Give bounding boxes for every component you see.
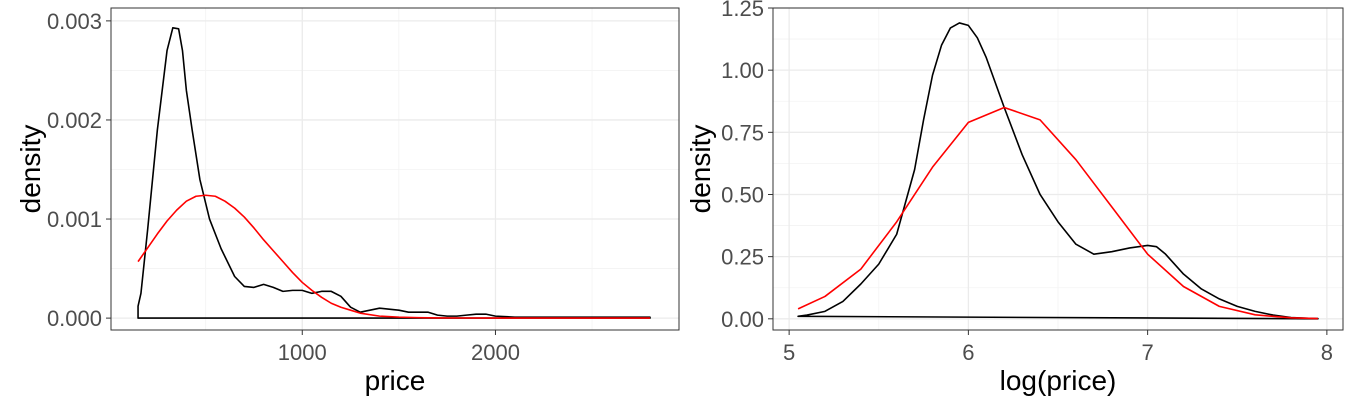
chart-panel-2: 5 6 7 8 0.00 0.25 0.50 0.75 1.00 1.25 log(price) de… <box>685 0 1344 396</box>
x-tick-label: 1000 <box>278 340 327 365</box>
x-tick-label: 5 <box>783 340 795 365</box>
panel-border <box>110 7 680 331</box>
x-tick-label: 8 <box>1321 340 1333 365</box>
y-tick-label: 0.50 <box>721 182 764 207</box>
series-line-2 <box>137 194 651 319</box>
series-line-1 <box>137 27 651 319</box>
y-tick-label: 0.75 <box>721 120 764 145</box>
x-axis-title: price <box>365 365 426 396</box>
y-tick-label: 0.001 <box>47 207 102 232</box>
y-tick-label: 0.000 <box>47 306 102 331</box>
y-tick-label: 0.002 <box>47 108 102 133</box>
y-axis-title: density <box>685 125 716 214</box>
y-tick-label: 1.00 <box>721 58 764 83</box>
panel-border <box>772 7 1344 331</box>
x-tick-label: 2000 <box>471 340 520 365</box>
y-tick-label: 1.25 <box>721 0 764 21</box>
series-line-2 <box>797 106 1318 320</box>
x-tick-label: 7 <box>1141 340 1153 365</box>
x-tick-label: 6 <box>962 340 974 365</box>
series-line-1 <box>797 22 1319 320</box>
x-axis-title: log(price) <box>1000 365 1117 396</box>
chart-panel-1: 1000 2000 0.000 0.001 0.002 0.003 price density <box>15 7 680 396</box>
y-tick-label: 0.00 <box>721 307 764 332</box>
y-tick-label: 0.25 <box>721 245 764 270</box>
y-tick-label: 0.003 <box>47 9 102 34</box>
y-axis-title: density <box>15 125 46 214</box>
